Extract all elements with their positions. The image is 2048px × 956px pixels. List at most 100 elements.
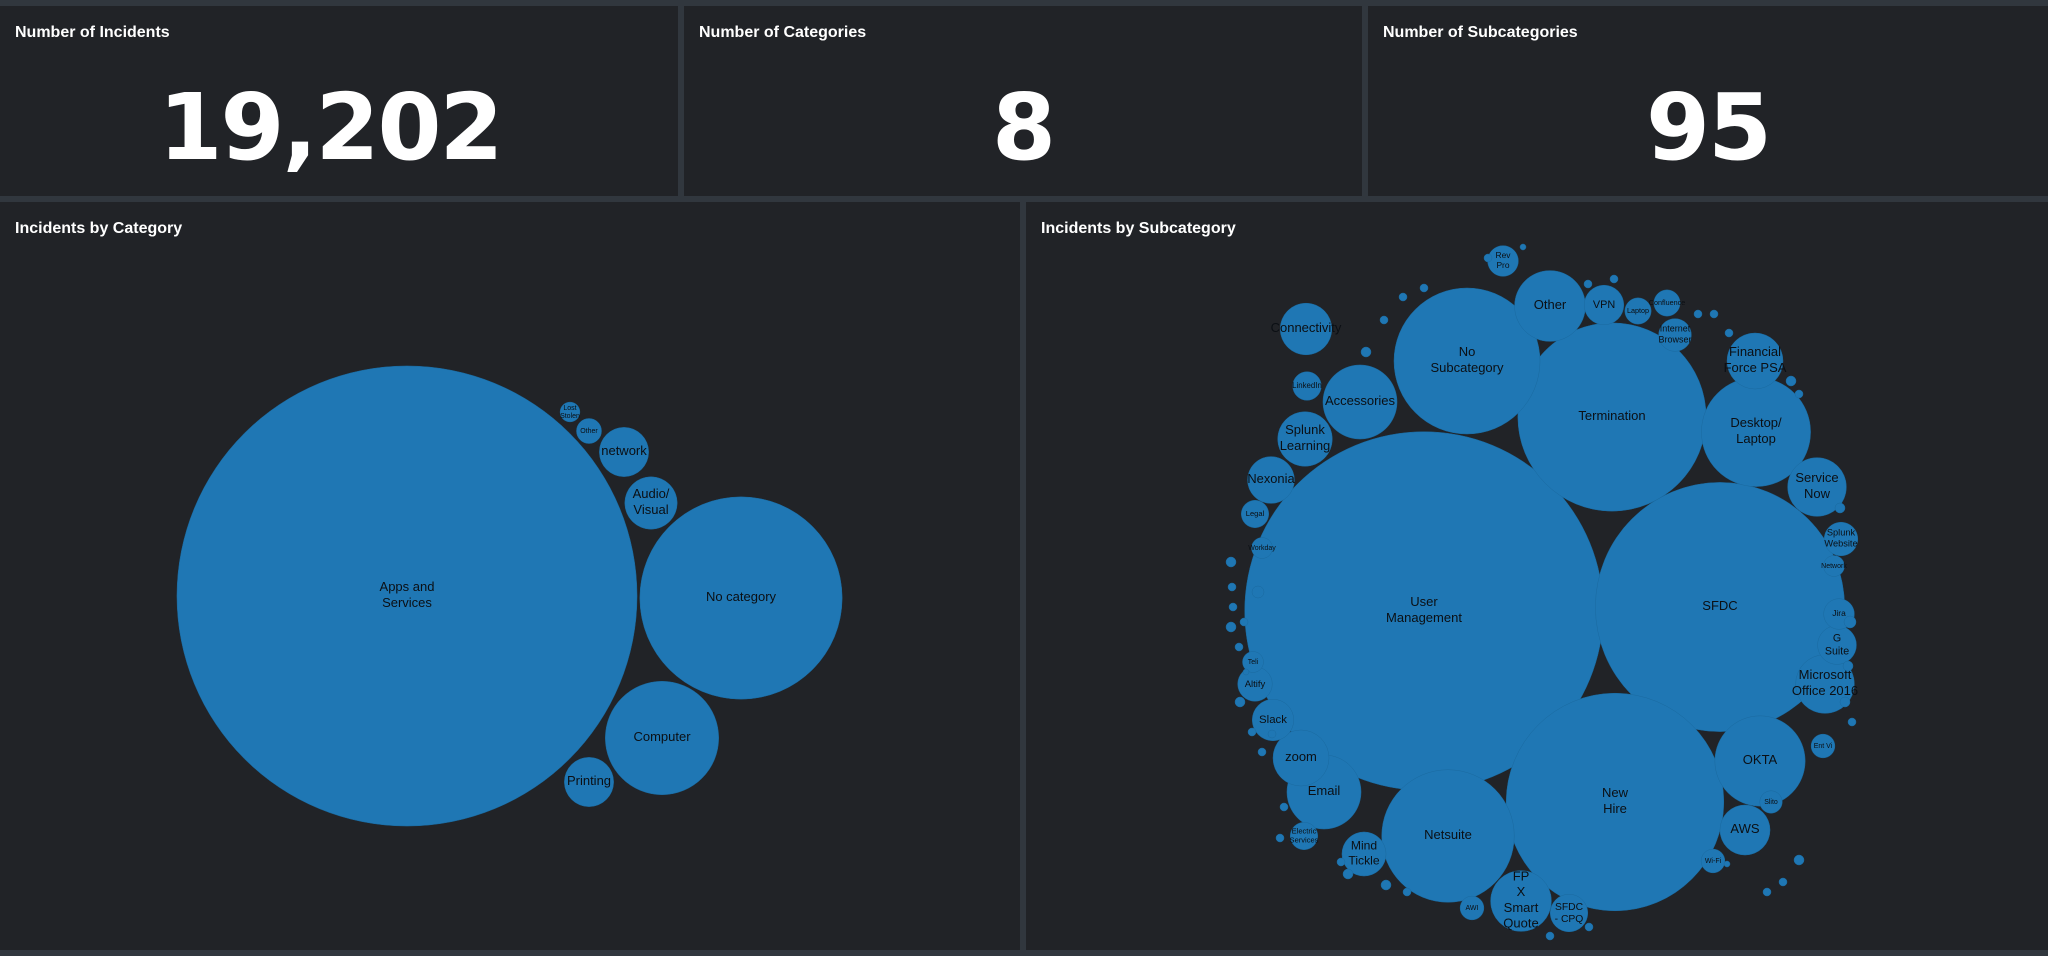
bubble-no-category[interactable]: No category xyxy=(639,496,843,700)
bubble-small[interactable] xyxy=(1723,860,1731,868)
bubble-small[interactable] xyxy=(1402,887,1412,897)
bubble-small[interactable] xyxy=(1778,877,1788,887)
bubble-small[interactable] xyxy=(1234,696,1246,708)
bubble-circle[interactable] xyxy=(1726,332,1784,390)
kpi-value-subcategories[interactable]: 95 xyxy=(1645,74,1772,181)
bubble-financial-force-psa[interactable]: Financial Force PSA xyxy=(1724,332,1787,390)
bubble-service-now[interactable]: Service Now xyxy=(1787,457,1847,517)
bubble-circle[interactable] xyxy=(1624,297,1652,325)
bubble-circle[interactable] xyxy=(1719,804,1771,856)
bubble-circle[interactable] xyxy=(1393,287,1541,435)
kpi-value-categories[interactable]: 8 xyxy=(991,74,1056,181)
bubble-small[interactable] xyxy=(1342,868,1354,880)
bubble-circle[interactable] xyxy=(599,427,649,477)
bubble-small[interactable] xyxy=(1483,253,1493,263)
bubble-awi[interactable]: AWI xyxy=(1459,895,1485,921)
bubble-circle[interactable] xyxy=(1714,715,1806,807)
bubble-g-suite[interactable]: G Suite xyxy=(1817,625,1857,665)
bubble-lost-stolen[interactable]: Lost Stolen xyxy=(559,401,581,423)
bubble-small[interactable] xyxy=(1257,747,1267,757)
bubble-circle[interactable] xyxy=(1459,895,1485,921)
bubble-new-hire[interactable]: New Hire xyxy=(1505,692,1725,912)
bubble-circle[interactable] xyxy=(1549,893,1589,933)
bubble-circle[interactable] xyxy=(1653,289,1681,317)
bubble-accessories[interactable]: Accessories xyxy=(1322,364,1398,440)
bubble-okta[interactable]: OKTA xyxy=(1714,715,1806,807)
bubble-circle[interactable] xyxy=(1242,651,1264,673)
bubble-circle[interactable] xyxy=(1823,521,1859,557)
bubble-small[interactable] xyxy=(1839,696,1851,708)
bubble-circle[interactable] xyxy=(576,418,602,444)
bubble-small[interactable] xyxy=(1794,389,1804,399)
bubble-circle[interactable] xyxy=(1251,698,1295,742)
bubble-small[interactable] xyxy=(1247,727,1257,737)
bubble-circle[interactable] xyxy=(559,401,581,423)
bubble-circle[interactable] xyxy=(176,365,638,827)
bubble-aws[interactable]: AWS xyxy=(1719,804,1771,856)
bubble-circle[interactable] xyxy=(605,681,719,795)
bubble-circle[interactable] xyxy=(1277,411,1333,467)
bubble-sfdc-cpq[interactable]: SFDC - CPQ xyxy=(1549,893,1589,933)
bubble-small[interactable] xyxy=(1693,309,1703,319)
bubble-netsuite[interactable]: Netsuite xyxy=(1381,769,1515,903)
bubble-connectivity[interactable]: Connectivity xyxy=(1271,302,1342,356)
bubble-small[interactable] xyxy=(1251,585,1265,599)
bubble-ent-vi[interactable]: Ent Vi xyxy=(1810,733,1836,759)
bubble-circle[interactable] xyxy=(1292,371,1322,401)
bubble-small[interactable] xyxy=(1398,292,1408,302)
bubble-circle[interactable] xyxy=(1381,769,1515,903)
bubble-circle[interactable] xyxy=(1247,456,1295,504)
bubble-apps-and-services[interactable]: Apps and Services xyxy=(176,365,638,827)
bubble-small[interactable] xyxy=(1419,283,1429,293)
bubble-circle[interactable] xyxy=(564,757,614,807)
bubble-circle[interactable] xyxy=(1823,555,1845,577)
bubble-wi-fi[interactable]: Wi-Fi xyxy=(1700,848,1726,874)
bubble-small[interactable] xyxy=(1336,857,1346,867)
bubble-internet-browser[interactable]: Internet Browser xyxy=(1658,318,1692,352)
bubble-small[interactable] xyxy=(1762,887,1772,897)
bubble-small[interactable] xyxy=(1842,660,1854,672)
bubble-small[interactable] xyxy=(1545,931,1555,941)
bubble-network[interactable]: network xyxy=(599,427,649,477)
bubble-small[interactable] xyxy=(1380,879,1392,891)
bubble-small[interactable] xyxy=(1239,617,1249,627)
bubble-circle[interactable] xyxy=(1279,302,1333,356)
bubble-circle[interactable] xyxy=(639,496,843,700)
bubble-circle[interactable] xyxy=(1241,500,1269,528)
bubble-circle[interactable] xyxy=(1759,790,1783,814)
bubble-slito[interactable]: Slito xyxy=(1759,790,1783,814)
bubble-small[interactable] xyxy=(1519,243,1527,251)
bubble-circle[interactable] xyxy=(1583,284,1625,326)
bubble-circle[interactable] xyxy=(1272,729,1330,787)
bubble-small[interactable] xyxy=(1584,922,1594,932)
bubble-computer[interactable]: Computer xyxy=(605,681,719,795)
bubble-other[interactable]: Other xyxy=(1514,270,1586,342)
bubble-small[interactable] xyxy=(1843,615,1857,629)
bubble-circle[interactable] xyxy=(1810,733,1836,759)
bubble-circle[interactable] xyxy=(1322,364,1398,440)
bubble-network[interactable]: Network xyxy=(1821,555,1847,577)
bubble-laptop[interactable]: Laptop xyxy=(1624,297,1652,325)
bubble-circle[interactable] xyxy=(624,476,678,530)
bubble-rev-pro[interactable]: Rev Pro xyxy=(1487,245,1519,277)
bubble-circle[interactable] xyxy=(1787,457,1847,517)
bubble-small[interactable] xyxy=(1847,717,1857,727)
bubble-small[interactable] xyxy=(1785,375,1797,387)
bubble-circle[interactable] xyxy=(1290,822,1318,850)
bubble-circle[interactable] xyxy=(1341,831,1387,877)
bubble-other[interactable]: Other xyxy=(576,418,602,444)
bubble-circle[interactable] xyxy=(1251,537,1273,559)
bubble-audio-visual[interactable]: Audio/Visual xyxy=(624,476,678,530)
bubble-slack[interactable]: Slack xyxy=(1251,698,1295,742)
kpi-value-incidents[interactable]: 19,202 xyxy=(158,74,503,181)
bubble-splunk-learning[interactable]: Splunk Learning xyxy=(1277,411,1333,467)
bubble-circle[interactable] xyxy=(1490,870,1552,932)
bubble-small[interactable] xyxy=(1267,729,1277,739)
bubble-small[interactable] xyxy=(1242,668,1250,676)
bubble-small[interactable] xyxy=(1609,274,1619,284)
bubble-mind-tickle[interactable]: Mind Tickle xyxy=(1341,831,1387,877)
bubble-small[interactable] xyxy=(1724,328,1734,338)
bubble-small[interactable] xyxy=(1234,642,1244,652)
bubble-small[interactable] xyxy=(1228,602,1238,612)
bubble-microsoft-office-2016[interactable]: Microsoft Office 2016 xyxy=(1792,654,1858,714)
